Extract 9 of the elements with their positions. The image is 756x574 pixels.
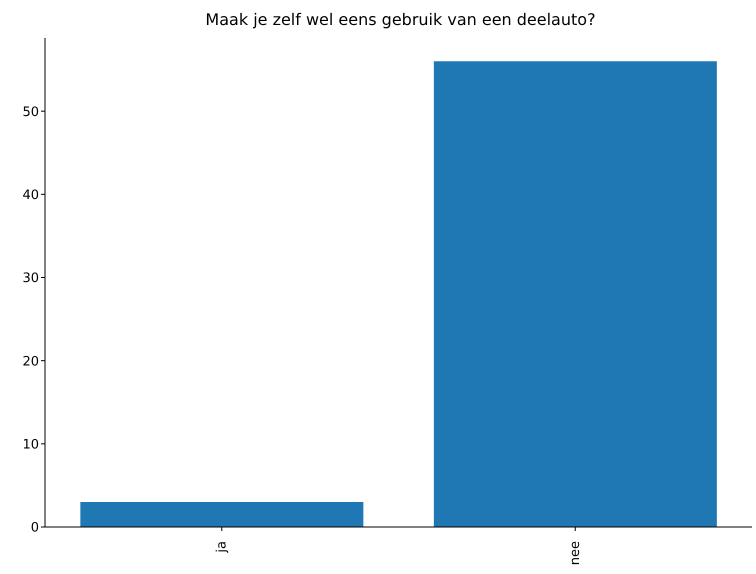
x-tick-label: ja (214, 541, 230, 554)
x-tick-label: nee (568, 541, 583, 566)
y-tick-label: 30 (22, 271, 39, 286)
y-tick-label: 0 (30, 520, 39, 536)
y-tick-label: 10 (22, 437, 39, 452)
chart-title: Maak je zelf wel eens gebruik van een deelauto? (204, 10, 597, 29)
y-tick-label: 50 (22, 104, 39, 120)
y-tick-label: 20 (22, 354, 39, 370)
y-tick-label: 40 (22, 188, 39, 203)
